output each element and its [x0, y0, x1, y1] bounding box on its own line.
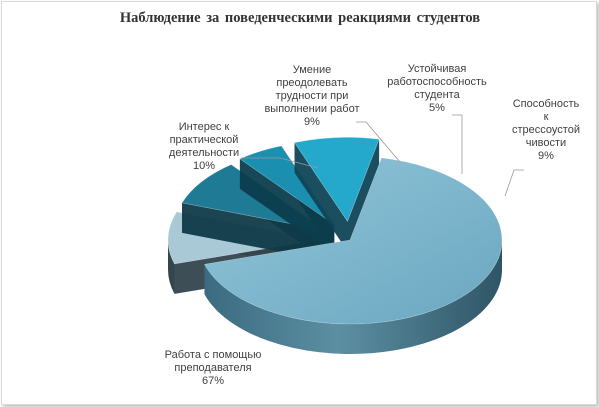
leader-line	[452, 114, 463, 174]
data-label-stress-resistance: Способность к стрессоустой чивости 9%	[512, 98, 580, 162]
data-label-stable-performance: Устойчивая работоспособность студента 5%	[387, 63, 487, 114]
slice-stress-resistance	[294, 137, 380, 252]
leader-line	[241, 157, 319, 169]
data-label-interest: Интерес к практической деятельности 10%	[169, 121, 239, 172]
data-label-work-with-teacher: Работа с помощью преподавателя 67%	[165, 349, 262, 387]
chart-title: Наблюдение за поведенческими реакциями с…	[119, 10, 481, 26]
leader-line	[504, 169, 524, 197]
slice-work-with-teacher	[204, 157, 503, 354]
data-label-overcome-difficulties: Умение преодолевать трудности при выполнени…	[264, 64, 359, 128]
slice-stable-performance	[239, 145, 335, 255]
leader-line	[356, 121, 401, 163]
